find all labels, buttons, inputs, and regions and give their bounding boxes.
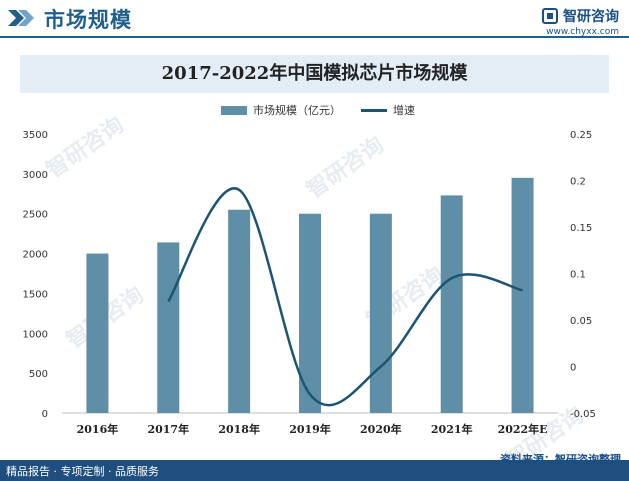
x-tick-label: 2022年E	[498, 422, 548, 436]
chart-legend: 市场规模（亿元） 增速	[0, 102, 629, 118]
y-right-tick-label: 0.2	[570, 177, 586, 188]
bar	[157, 242, 180, 413]
footer-tagline: 精品报告 · 专项定制 · 品质服务	[6, 465, 159, 478]
legend-item-bar: 市场规模（亿元）	[221, 102, 341, 118]
x-tick-label: 2016年	[77, 422, 119, 436]
brand-url: www.chyxx.com	[546, 27, 619, 37]
y-left-tick-label: 0	[42, 409, 48, 420]
x-tick-label: 2021年	[431, 422, 473, 436]
bar	[228, 209, 251, 413]
y-right-tick-label: 0.25	[570, 130, 592, 141]
x-tick-label: 2020年	[360, 422, 402, 436]
x-tick-label: 2019年	[289, 422, 331, 436]
chart-title: 2017-2022年中国模拟芯片市场规模	[161, 63, 468, 84]
y-right-tick-label: 0	[570, 363, 576, 374]
y-left-tick-label: 3500	[23, 130, 48, 141]
y-right-tick-label: 0.1	[570, 270, 586, 281]
y-right-tick-label: -0.05	[570, 409, 596, 420]
chart-title-box: 2017-2022年中国模拟芯片市场规模	[20, 55, 609, 93]
bar	[511, 177, 534, 413]
bar	[86, 253, 109, 413]
legend-item-line: 增速	[361, 102, 415, 118]
bar	[369, 213, 392, 413]
data-source: 资料来源：智研咨询整理	[500, 453, 621, 466]
section-title: 市场规模	[44, 8, 132, 32]
footer-bar: 精品报告 · 专项定制 · 品质服务	[0, 460, 629, 481]
header-bar: 市场规模 智研咨询 www.chyxx.com	[0, 0, 629, 38]
y-left-tick-label: 2000	[23, 250, 48, 261]
y-left-tick-label: 1000	[23, 329, 48, 340]
y-right-tick-label: 0.15	[570, 223, 592, 234]
x-tick-label: 2017年	[147, 422, 189, 436]
y-left-tick-label: 3000	[23, 170, 48, 181]
bar	[440, 195, 463, 413]
bar	[299, 213, 321, 413]
legend-label-line: 增速	[393, 104, 415, 117]
legend-swatch-line	[361, 108, 387, 112]
combo-chart: 0 500 1000 1500 2000 2500 3000 3500 -0.05 0 0.05 0.…	[23, 130, 596, 436]
brand-logo-icon	[542, 8, 558, 24]
y-left-tick-label: 2500	[23, 210, 48, 221]
x-tick-label: 2018年	[218, 422, 260, 436]
legend-swatch-bar	[221, 105, 247, 115]
chevron-right-icon	[8, 10, 34, 26]
brand-name: 智研咨询	[563, 9, 619, 25]
legend-label-bar: 市场规模（亿元）	[253, 104, 341, 117]
y-left-tick-label: 500	[29, 369, 48, 380]
y-left-tick-label: 1500	[23, 289, 48, 300]
growth-line	[167, 187, 523, 407]
y-right-tick-label: 0.05	[570, 316, 592, 327]
brand-logo: 智研咨询	[542, 6, 619, 26]
header-divider	[0, 36, 629, 38]
